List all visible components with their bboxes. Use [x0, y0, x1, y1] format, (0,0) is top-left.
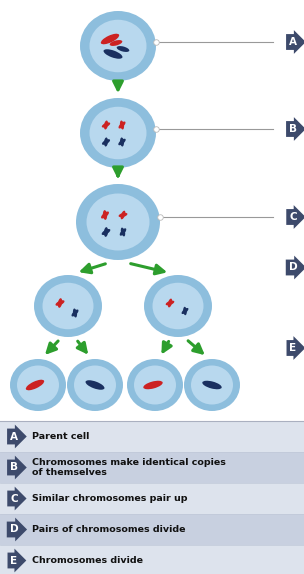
Text: Pairs of chromosomes divide: Pairs of chromosomes divide — [32, 525, 185, 534]
Ellipse shape — [168, 298, 172, 308]
Ellipse shape — [181, 308, 188, 314]
Ellipse shape — [67, 359, 123, 411]
Ellipse shape — [56, 300, 64, 306]
Ellipse shape — [102, 229, 110, 235]
Ellipse shape — [104, 49, 123, 59]
Text: C: C — [10, 494, 18, 503]
Ellipse shape — [104, 227, 108, 237]
Ellipse shape — [143, 381, 163, 389]
Text: Parent cell: Parent cell — [32, 432, 89, 441]
Ellipse shape — [119, 213, 127, 217]
Text: D: D — [289, 262, 297, 273]
Ellipse shape — [121, 211, 125, 219]
FancyBboxPatch shape — [0, 421, 304, 452]
Ellipse shape — [10, 359, 66, 411]
Ellipse shape — [102, 139, 110, 145]
Ellipse shape — [110, 40, 122, 46]
Text: Chromosomes divide: Chromosomes divide — [32, 556, 143, 565]
Ellipse shape — [104, 137, 108, 146]
Ellipse shape — [127, 359, 183, 411]
Ellipse shape — [202, 381, 222, 389]
Text: A: A — [289, 37, 297, 47]
FancyBboxPatch shape — [0, 483, 304, 514]
Text: Similar chromosomes pair up: Similar chromosomes pair up — [32, 494, 188, 503]
Ellipse shape — [26, 380, 44, 390]
Text: B: B — [10, 463, 18, 472]
Text: E: E — [289, 343, 297, 353]
Ellipse shape — [184, 359, 240, 411]
Ellipse shape — [120, 121, 124, 130]
Ellipse shape — [104, 121, 108, 130]
Ellipse shape — [134, 366, 176, 405]
FancyBboxPatch shape — [0, 452, 304, 483]
Text: C: C — [289, 212, 297, 222]
Ellipse shape — [76, 184, 160, 260]
Ellipse shape — [58, 298, 62, 308]
Ellipse shape — [73, 308, 77, 317]
Ellipse shape — [80, 11, 156, 81]
Ellipse shape — [87, 193, 150, 250]
Ellipse shape — [89, 20, 147, 72]
Ellipse shape — [166, 301, 174, 305]
Ellipse shape — [101, 211, 109, 219]
Ellipse shape — [102, 122, 110, 127]
Ellipse shape — [117, 46, 129, 52]
Ellipse shape — [89, 107, 147, 159]
Ellipse shape — [34, 275, 102, 337]
Text: E: E — [10, 556, 18, 565]
Ellipse shape — [17, 366, 59, 405]
Ellipse shape — [119, 122, 126, 129]
Ellipse shape — [71, 309, 78, 316]
Ellipse shape — [120, 228, 126, 236]
FancyBboxPatch shape — [0, 514, 304, 545]
Ellipse shape — [153, 283, 203, 329]
Text: D: D — [10, 525, 18, 534]
Ellipse shape — [183, 307, 187, 315]
Text: A: A — [10, 432, 18, 441]
Ellipse shape — [120, 137, 124, 146]
Text: B: B — [289, 124, 297, 134]
Ellipse shape — [74, 366, 116, 405]
FancyBboxPatch shape — [0, 545, 304, 574]
Text: Chromosomes make identical copies
of themselves: Chromosomes make identical copies of the… — [32, 458, 226, 477]
Ellipse shape — [103, 210, 107, 220]
Ellipse shape — [43, 283, 94, 329]
Ellipse shape — [118, 139, 126, 145]
Ellipse shape — [191, 366, 233, 405]
Ellipse shape — [85, 380, 105, 390]
Ellipse shape — [121, 227, 125, 236]
Ellipse shape — [101, 34, 119, 44]
Ellipse shape — [144, 275, 212, 337]
Ellipse shape — [80, 98, 156, 168]
